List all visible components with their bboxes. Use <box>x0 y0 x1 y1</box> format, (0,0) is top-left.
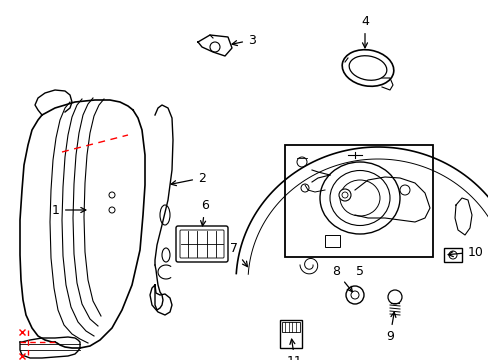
Text: 4: 4 <box>360 15 368 48</box>
Circle shape <box>346 286 363 304</box>
Circle shape <box>350 291 358 299</box>
Circle shape <box>301 184 308 192</box>
Text: 7: 7 <box>229 242 247 267</box>
Text: 1: 1 <box>52 203 86 216</box>
Text: 8: 8 <box>331 265 352 292</box>
Ellipse shape <box>160 205 170 225</box>
Circle shape <box>338 189 350 201</box>
Text: 9: 9 <box>385 312 395 343</box>
Bar <box>443 248 461 262</box>
Text: 6: 6 <box>200 199 208 226</box>
Ellipse shape <box>348 56 386 80</box>
Ellipse shape <box>329 171 389 225</box>
Text: 3: 3 <box>232 33 255 46</box>
Circle shape <box>209 42 220 52</box>
Circle shape <box>399 185 409 195</box>
Text: 5: 5 <box>355 265 363 278</box>
Ellipse shape <box>339 180 379 216</box>
Circle shape <box>109 207 115 213</box>
Bar <box>285 145 432 257</box>
Ellipse shape <box>342 50 393 86</box>
Text: 10: 10 <box>447 246 483 258</box>
Circle shape <box>341 192 347 198</box>
Circle shape <box>109 192 115 198</box>
Ellipse shape <box>162 248 170 262</box>
Bar <box>325 235 339 247</box>
Text: 2: 2 <box>171 171 205 186</box>
FancyBboxPatch shape <box>176 226 227 262</box>
Bar <box>282 322 299 332</box>
Text: 11: 11 <box>286 339 302 360</box>
FancyBboxPatch shape <box>180 230 224 258</box>
Circle shape <box>296 157 306 167</box>
Circle shape <box>387 290 401 304</box>
Ellipse shape <box>319 162 399 234</box>
Circle shape <box>448 251 456 259</box>
Bar <box>280 320 302 348</box>
